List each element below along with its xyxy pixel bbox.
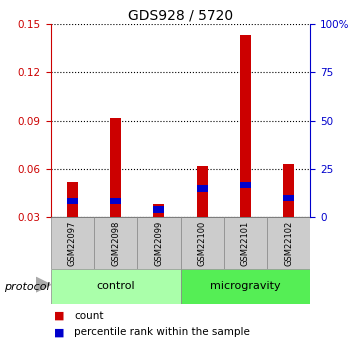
Text: GSM22097: GSM22097 [68,220,77,266]
Bar [240,36,251,217]
Text: protocol: protocol [4,282,49,292]
Text: GSM22102: GSM22102 [284,220,293,266]
Text: GSM22101: GSM22101 [241,220,250,266]
Bar [94,217,137,269]
Bar [67,198,78,205]
Bar [180,217,224,269]
Bar [51,217,94,269]
Text: ■: ■ [54,327,65,337]
Text: count: count [74,311,104,321]
Polygon shape [36,277,51,292]
Bar [110,118,121,217]
Bar [283,195,294,201]
Bar [153,206,164,213]
Text: GSM22099: GSM22099 [155,220,163,266]
Text: percentile rank within the sample: percentile rank within the sample [74,327,250,337]
Bar [137,217,180,269]
Bar [224,217,267,269]
Text: control: control [96,282,135,291]
Bar [51,269,180,304]
Bar [283,164,294,217]
Bar [267,217,310,269]
Bar [153,205,164,217]
Bar [180,269,310,304]
Bar [110,198,121,205]
Text: ■: ■ [54,311,65,321]
Text: GSM22100: GSM22100 [198,220,206,266]
Text: microgravity: microgravity [210,282,281,291]
Bar [197,185,208,191]
Text: GSM22098: GSM22098 [111,220,120,266]
Bar [197,166,208,217]
Bar [240,182,251,188]
Title: GDS928 / 5720: GDS928 / 5720 [128,9,233,23]
Bar [67,182,78,217]
